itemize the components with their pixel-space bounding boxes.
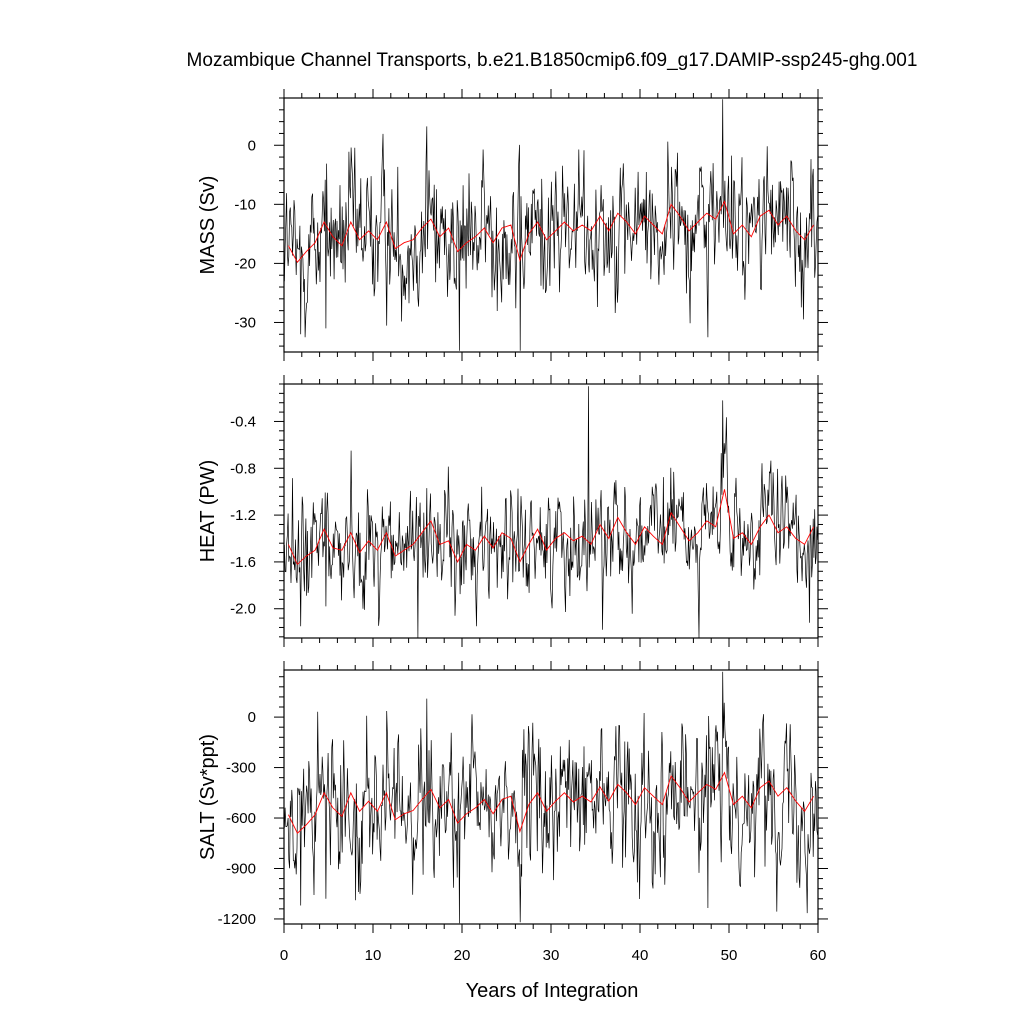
- y-tick-label: -1.6: [230, 554, 256, 571]
- y-tick-label: -2.0: [230, 601, 256, 618]
- annual-mean-series-line: [288, 200, 814, 263]
- y-tick-label: -1200: [218, 911, 256, 928]
- x-tick-label: 20: [454, 947, 471, 964]
- panel-3: 0 -300 -600 -900 -1200 SALT (Sv*ppt) 0 10 20 30 40…: [197, 661, 828, 964]
- y-tick-label: -300: [226, 760, 256, 777]
- x-tick-label: 50: [721, 947, 738, 964]
- y-axis-label: MASS (Sv): [197, 176, 219, 275]
- y-tick-label: 0: [248, 709, 256, 726]
- y-axis-label: HEAT (PW): [197, 460, 219, 563]
- x-tick-label: 0: [280, 947, 288, 964]
- y-tick-label: -0.8: [230, 460, 256, 477]
- x-tick-label: 30: [543, 947, 560, 964]
- y-tick-label: -20: [234, 255, 256, 272]
- panel-1: 0 -10 -20 -30 MASS (Sv): [197, 89, 828, 361]
- y-tick-label: -1.2: [230, 507, 256, 524]
- monthly-series-line: [284, 671, 818, 924]
- x-tick-label: 10: [365, 947, 382, 964]
- y-tick-label: -10: [234, 196, 256, 213]
- x-axis-label: Years of Integration: [466, 980, 639, 1002]
- panels-group: 0 -10 -20 -30 MASS (Sv) -0.4 -0.8 -1.2 -1.6 -2.0 H…: [197, 89, 828, 964]
- annual-mean-series-line: [287, 771, 814, 834]
- y-axis-label: SALT (Sv*ppt): [197, 734, 219, 860]
- y-tick-label: -900: [226, 860, 256, 877]
- x-tick-label: 40: [632, 947, 649, 964]
- y-tick-label: 0: [248, 137, 256, 154]
- monthly-series-line: [284, 99, 818, 351]
- chart-title: Mozambique Channel Transports, b.e21.B18…: [187, 50, 918, 71]
- annual-mean-series-line: [287, 489, 815, 566]
- monthly-series-line: [284, 386, 818, 638]
- y-tick-label: -0.4: [230, 413, 256, 430]
- panel-2: -0.4 -0.8 -1.2 -1.6 -2.0 HEAT (PW): [197, 375, 828, 647]
- y-tick-label: -600: [226, 810, 256, 827]
- x-tick-label: 60: [810, 947, 827, 964]
- plot-frame: [283, 97, 819, 353]
- y-tick-label: -30: [234, 314, 256, 331]
